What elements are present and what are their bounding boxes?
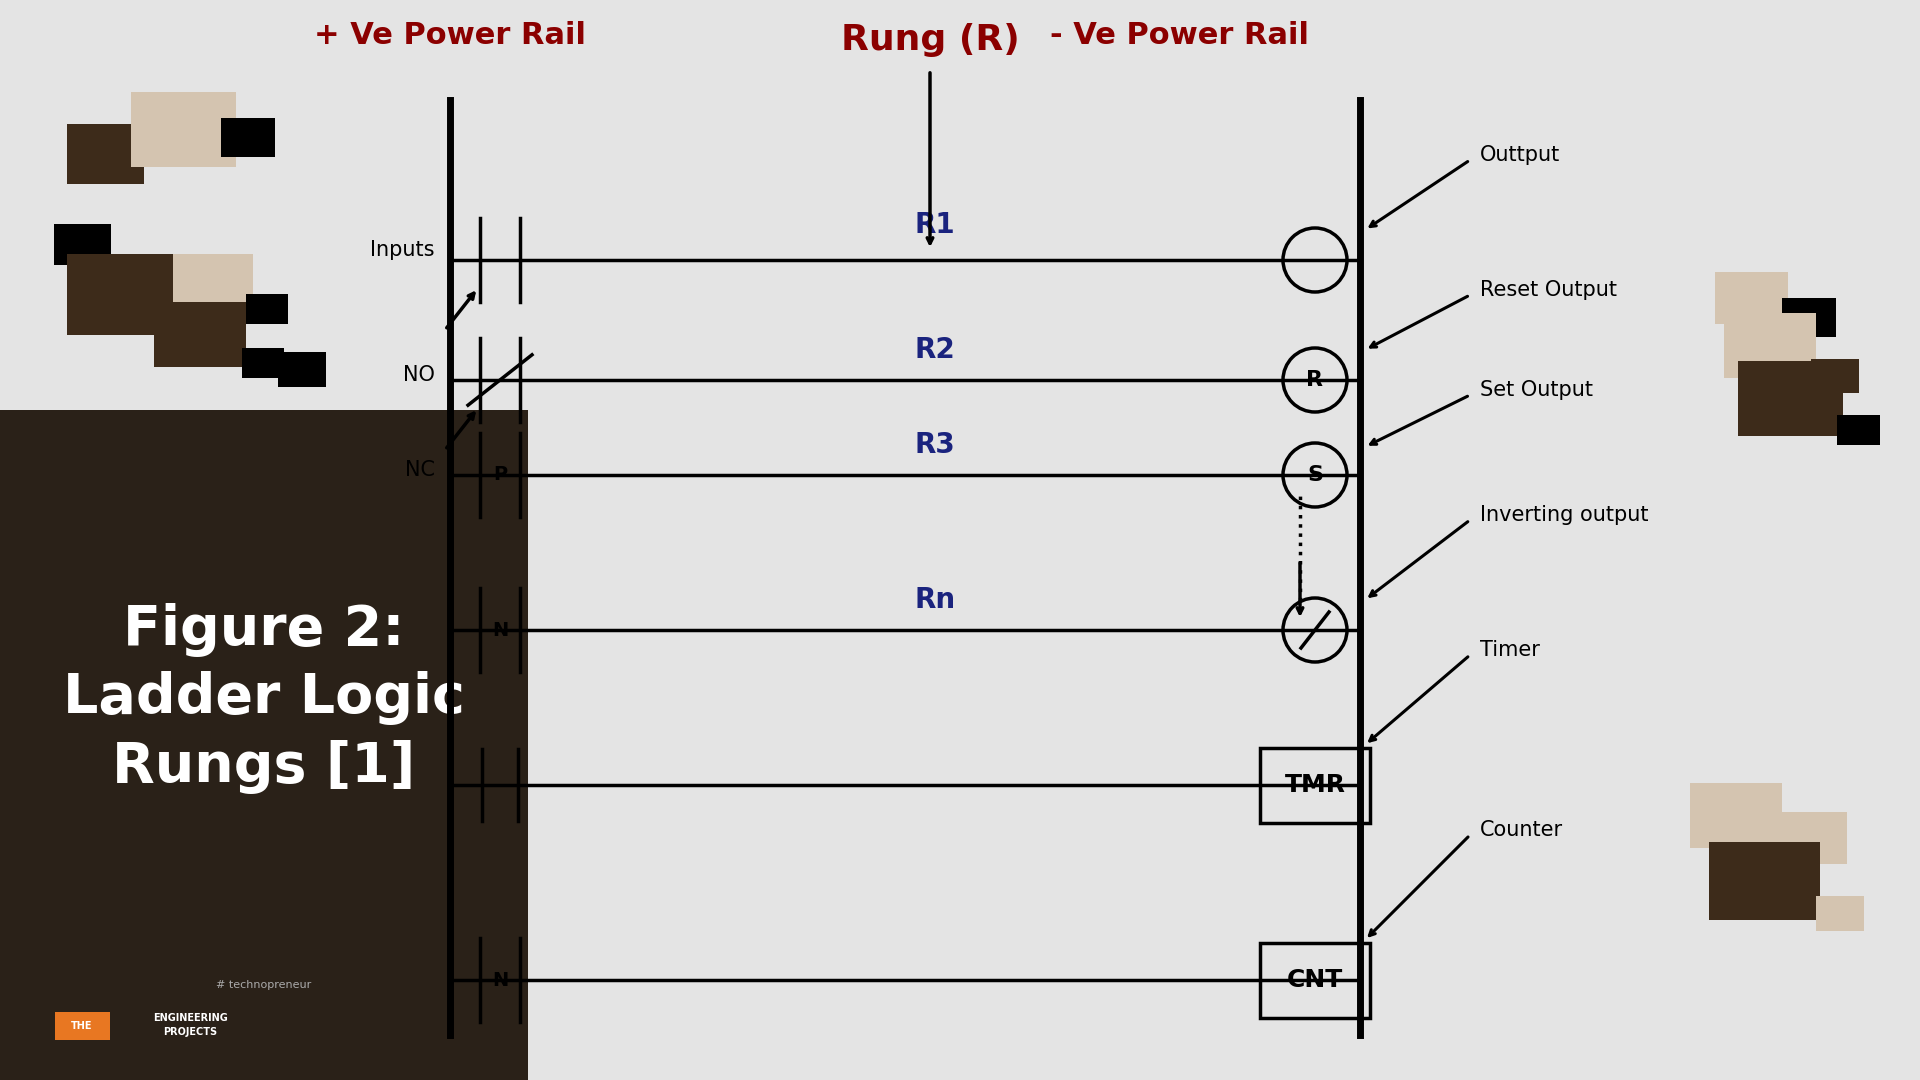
Text: Inverting output: Inverting output: [1480, 505, 1649, 525]
Bar: [1724, 313, 1816, 378]
Bar: [56, 1012, 109, 1040]
Bar: [131, 92, 236, 167]
Text: Set Output: Set Output: [1480, 380, 1594, 400]
Bar: [1782, 298, 1836, 337]
Bar: [1260, 943, 1371, 1017]
Bar: [278, 352, 326, 387]
Bar: [221, 118, 275, 157]
Text: Figure 2:
Ladder Logic
Rungs [1]: Figure 2: Ladder Logic Rungs [1]: [63, 603, 465, 794]
Text: Counter: Counter: [1480, 820, 1563, 840]
Bar: [1715, 272, 1788, 324]
Bar: [67, 254, 182, 335]
Bar: [1690, 783, 1782, 848]
Text: THE: THE: [71, 1021, 92, 1031]
Bar: [134, 891, 202, 940]
Text: Outtput: Outtput: [1480, 145, 1561, 165]
Text: TMR: TMR: [1284, 773, 1346, 797]
Bar: [54, 224, 111, 265]
Text: NO: NO: [403, 365, 436, 384]
Text: N: N: [492, 971, 509, 989]
Text: N: N: [492, 621, 509, 639]
Bar: [1774, 812, 1847, 864]
Text: P: P: [493, 465, 507, 485]
Text: PROJECTS: PROJECTS: [163, 1027, 217, 1037]
Bar: [0, 410, 528, 1080]
Bar: [242, 348, 284, 378]
Text: R: R: [1306, 370, 1323, 390]
Bar: [1260, 747, 1371, 823]
Text: # technopreneur: # technopreneur: [217, 980, 311, 990]
Text: R1: R1: [914, 211, 956, 239]
Text: R3: R3: [914, 431, 956, 459]
Bar: [173, 254, 253, 313]
Bar: [1837, 415, 1880, 445]
Bar: [154, 302, 246, 367]
Bar: [1709, 842, 1820, 920]
Text: S: S: [1308, 465, 1323, 485]
Text: Rung (R): Rung (R): [841, 23, 1020, 57]
Text: Rn: Rn: [914, 586, 956, 615]
Text: ENGINEERING: ENGINEERING: [152, 1013, 227, 1023]
Text: R2: R2: [914, 336, 956, 364]
Bar: [1738, 361, 1843, 436]
Text: Timer: Timer: [1480, 640, 1540, 660]
Text: - Ve Power Rail: - Ve Power Rail: [1050, 21, 1309, 50]
Bar: [1811, 359, 1859, 393]
Text: NC: NC: [405, 460, 436, 480]
Text: + Ve Power Rail: + Ve Power Rail: [315, 21, 586, 50]
Text: Reset Output: Reset Output: [1480, 280, 1617, 300]
Bar: [92, 264, 146, 302]
Bar: [54, 859, 146, 923]
Bar: [246, 294, 288, 324]
Bar: [67, 124, 144, 184]
Text: CNT: CNT: [1286, 968, 1344, 993]
Text: Inputs: Inputs: [371, 240, 436, 260]
Bar: [1816, 896, 1864, 931]
